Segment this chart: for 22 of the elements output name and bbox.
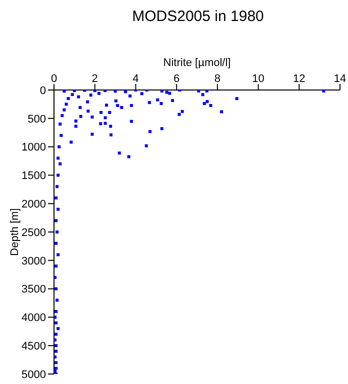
x-tick-label: 14 [334, 73, 346, 85]
chart-title: MODS2005 in 1980 [131, 8, 265, 27]
x-tick-label: 4 [132, 73, 139, 85]
y-tick-label: 3000 [22, 255, 46, 268]
y-tick-label: 4000 [22, 312, 46, 324]
y-axis-title: Depth [m] [9, 208, 21, 256]
y-tick-label: 500 [28, 113, 46, 126]
y-tick-label: 1000 [22, 142, 46, 154]
y-tick-label: 2000 [22, 198, 46, 211]
y-tick-label: 3500 [22, 284, 46, 296]
x-tick-label: 10 [252, 73, 264, 85]
x-tick-label: 2 [92, 73, 98, 85]
x-tick-label: 8 [214, 73, 220, 85]
x-tick-label: 12 [293, 73, 306, 85]
x-tick-label: 6 [174, 73, 180, 85]
y-tick-label: 1500 [22, 170, 46, 182]
y-tick-label: 0 [40, 84, 46, 97]
y-tick-label: 2500 [22, 226, 46, 239]
y-tick-label: 4500 [22, 340, 46, 353]
y-tick-label: 5000 [22, 368, 46, 381]
x-tick-label: 0 [50, 73, 58, 85]
x-axis-title: Nitrite [µmol/l] [163, 56, 231, 69]
